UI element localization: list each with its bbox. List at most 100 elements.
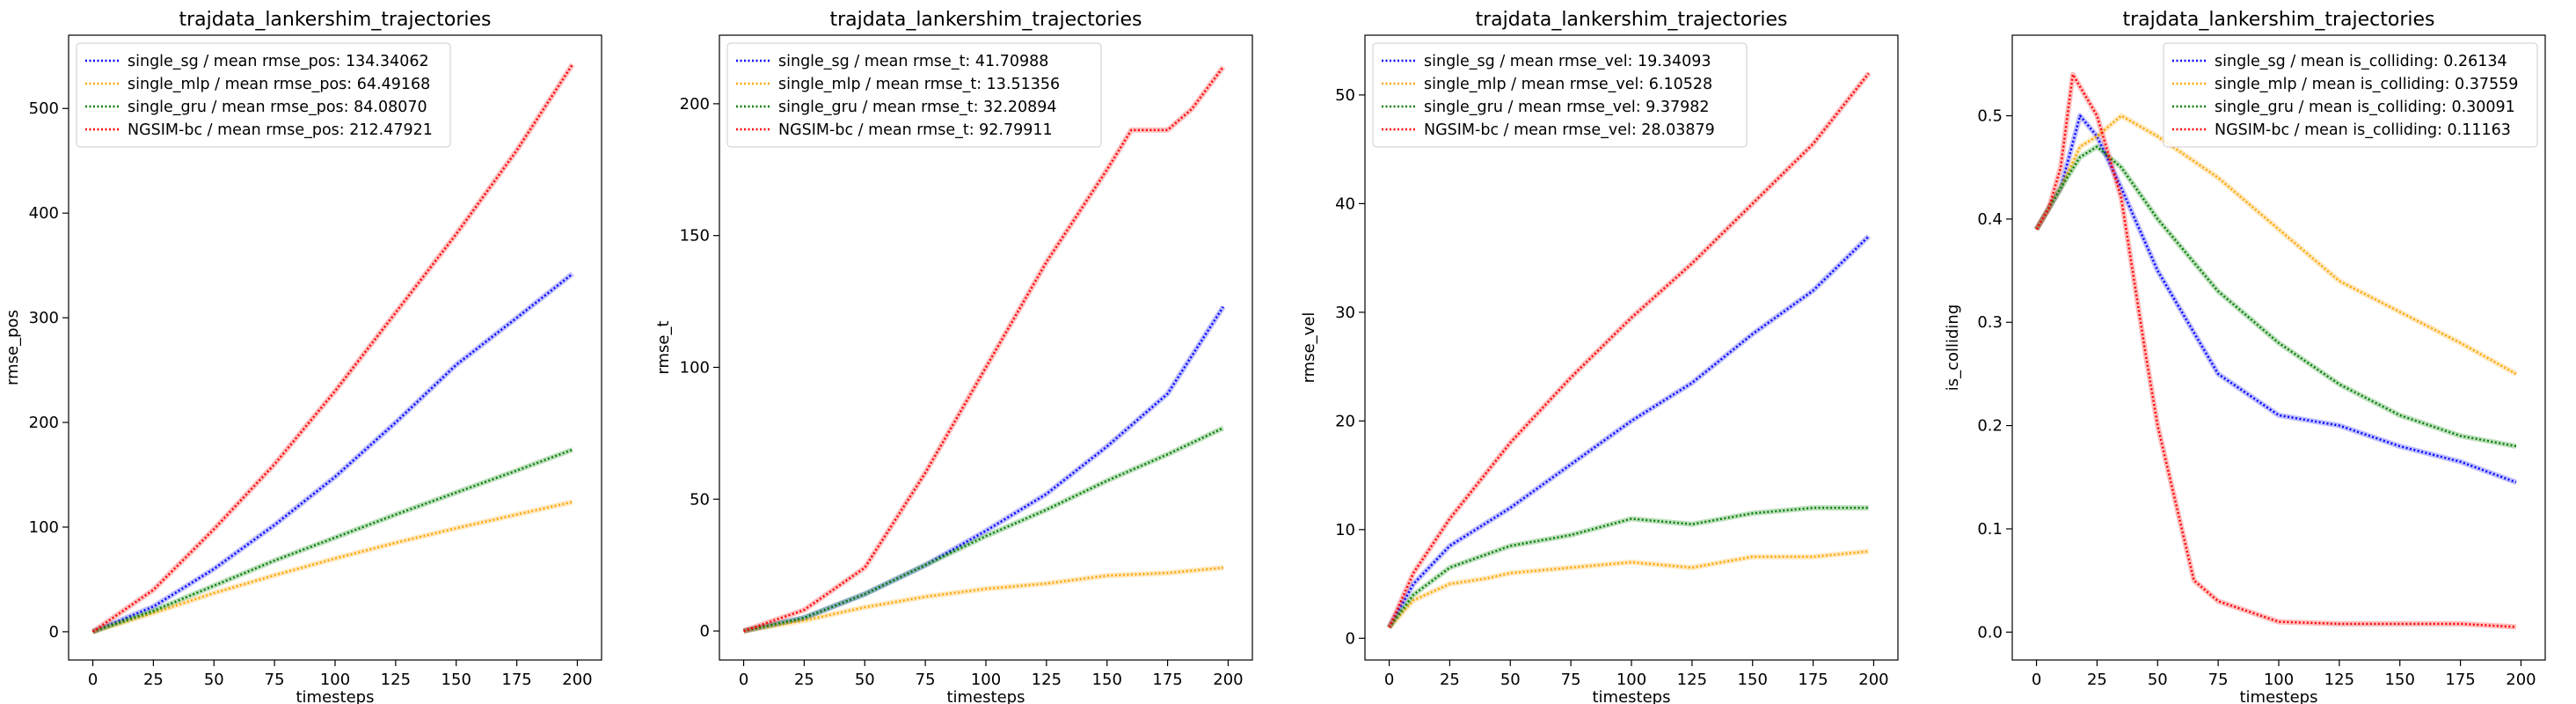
chart-title: trajdata_lankershim_trajectories [179, 9, 492, 31]
x-tick-label: 75 [1561, 671, 1581, 689]
x-axis-label: timesteps [947, 688, 1025, 704]
x-tick-label: 75 [2208, 671, 2229, 689]
legend-entry: single_sg / mean rmse_vel: 19.34093 [1424, 53, 1711, 70]
legend-entry: NGSIM-bc / mean rmse_pos: 212.47921 [128, 121, 433, 139]
x-tick-label: 0 [88, 671, 98, 689]
series-band-4 [2033, 71, 2517, 630]
x-tick-label: 0 [739, 671, 748, 689]
y-tick-label: 0.2 [1977, 417, 2003, 436]
legend-box [2163, 42, 2538, 148]
x-tick-label: 175 [2445, 671, 2475, 689]
x-tick-label: 0 [2032, 671, 2041, 689]
y-tick-label: 150 [680, 227, 710, 246]
legend: single_sg / mean rmse_pos: 134.34062 sing… [76, 42, 451, 148]
y-tick-label: 50 [1335, 86, 1355, 105]
y-tick-label: 0.3 [1977, 313, 2003, 332]
y-tick-label: 40 [1335, 194, 1355, 213]
x-tick-label: 25 [143, 671, 164, 689]
x-tick-label: 125 [2324, 671, 2354, 689]
series-line-4 [91, 63, 573, 633]
chart-title: trajdata_lankershim_trajectories [1476, 9, 1788, 31]
x-tick-label: 150 [1738, 671, 1768, 689]
x-tick-label: 25 [794, 671, 814, 689]
x-tick-label: 150 [441, 671, 471, 689]
series-line-4 [1388, 72, 1870, 628]
y-tick-label: 0 [700, 622, 710, 641]
series-line-2 [92, 501, 573, 634]
series-line-2 [1388, 550, 1870, 628]
x-tick-label: 200 [1858, 671, 1888, 689]
legend-entry: single_mlp / mean rmse_t: 13.51356 [778, 76, 1060, 93]
y-axis-label: rmse_vel [1300, 312, 1318, 384]
y-tick-label: 0.0 [1977, 623, 2003, 642]
x-tick-label: 50 [855, 671, 875, 689]
y-tick-label: 0 [1346, 629, 1355, 648]
legend-entry: NGSIM-bc / mean rmse_t: 92.79911 [778, 121, 1053, 139]
chart-panel-4: trajdata_lankershim_trajectories 0 25 50 75 1… [1944, 9, 2546, 704]
series-line-3 [2035, 145, 2517, 448]
chart-title: trajdata_lankershim_trajectories [2123, 9, 2435, 31]
y-tick-label: 500 [29, 99, 59, 118]
legend-entry: single_gru / mean is_colliding: 0.30091 [2215, 99, 2515, 116]
chart-panel-1: trajdata_lankershim_trajectories 0 25 50 75 1… [4, 9, 602, 704]
x-tick-label: 150 [1092, 671, 1122, 689]
legend-box [1372, 42, 1748, 148]
x-tick-label: 200 [1213, 671, 1243, 689]
series-line-4 [743, 66, 1224, 633]
y-tick-label: 30 [1335, 304, 1355, 322]
y-axis-label: is_colliding [1944, 304, 1962, 392]
x-tick-label: 175 [1152, 671, 1182, 689]
chart-panel-2: trajdata_lankershim_trajectories 0 25 50 75 1… [654, 9, 1253, 704]
legend-entry: single_sg / mean rmse_t: 41.70988 [778, 53, 1048, 70]
legend-entry: single_sg / mean is_colliding: 0.26134 [2215, 53, 2507, 70]
legend: single_sg / mean rmse_vel: 19.34093 singl… [1372, 42, 1748, 148]
series-line-3 [1388, 506, 1869, 628]
x-tick-label: 175 [1798, 671, 1828, 689]
y-tick-label: 20 [1335, 412, 1355, 430]
series-line-1 [92, 273, 573, 634]
x-tick-label: 200 [2506, 671, 2536, 689]
legend: single_sg / mean rmse_t: 41.70988 single_… [726, 42, 1102, 148]
y-axis-label: rmse_pos [4, 310, 22, 385]
legend-box [76, 42, 451, 148]
legend-entry: single_mlp / mean rmse_pos: 64.49168 [128, 76, 430, 93]
chart-panel-3: trajdata_lankershim_trajectories 0 25 50 75 1… [1300, 9, 1899, 704]
legend-box [726, 42, 1102, 148]
x-tick-label: 100 [320, 671, 350, 689]
x-axis-label: timesteps [1593, 688, 1671, 704]
y-tick-label: 100 [29, 518, 59, 537]
legend-entry: single_sg / mean rmse_pos: 134.34062 [128, 53, 429, 70]
y-tick-label: 200 [680, 95, 710, 114]
series-line-3 [92, 448, 573, 634]
legend-entry: single_gru / mean rmse_pos: 84.08070 [128, 99, 427, 116]
y-tick-label: 10 [1335, 521, 1355, 539]
y-tick-label: 0.1 [1977, 520, 2003, 539]
x-tick-label: 75 [916, 671, 936, 689]
x-tick-label: 50 [2148, 671, 2168, 689]
legend-entry: single_gru / mean rmse_vel: 9.37982 [1424, 99, 1710, 116]
series-line-1 [2035, 114, 2517, 484]
x-axis-label: timesteps [296, 688, 375, 704]
x-tick-label: 50 [204, 671, 224, 689]
x-tick-label: 25 [2087, 671, 2107, 689]
x-axis-label: timesteps [2240, 688, 2318, 704]
x-tick-label: 175 [501, 671, 531, 689]
x-tick-label: 125 [1677, 671, 1707, 689]
y-tick-label: 0.5 [1977, 107, 2003, 126]
x-tick-label: 0 [1384, 671, 1394, 689]
x-tick-label: 100 [1616, 671, 1646, 689]
legend-entry: single_mlp / mean is_colliding: 0.37559 [2215, 76, 2518, 93]
y-axis-label: rmse_t [654, 320, 673, 374]
y-tick-label: 300 [29, 309, 59, 327]
y-tick-label: 400 [29, 204, 59, 223]
y-tick-label: 50 [690, 490, 710, 509]
y-tick-label: 100 [680, 358, 710, 377]
legend-entry: single_gru / mean rmse_t: 32.20894 [778, 99, 1057, 116]
y-tick-label: 0.4 [1977, 210, 2003, 229]
legend-entry: NGSIM-bc / mean is_colliding: 0.11163 [2215, 121, 2511, 139]
x-tick-label: 100 [971, 671, 1001, 689]
legend: single_sg / mean is_colliding: 0.26134 si… [2163, 42, 2538, 148]
series-line-3 [743, 427, 1224, 633]
x-tick-label: 75 [265, 671, 285, 689]
